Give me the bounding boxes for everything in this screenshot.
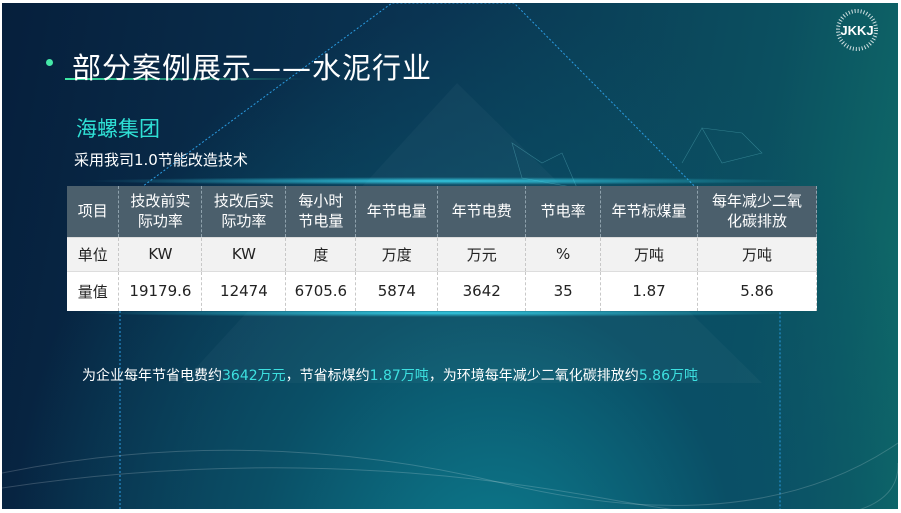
title-dot-icon [46, 59, 53, 66]
cell: 度 [285, 236, 357, 271]
cell: 5.86 [697, 270, 818, 311]
summary-highlight: 5.86万吨 [638, 368, 698, 384]
header-cell: 年节电费 [437, 186, 527, 237]
table-row-values: 量值 19179.6 12474 6705.6 5874 3642 35 1.87 5.86 [67, 270, 818, 311]
cell: KW [201, 236, 287, 271]
summary-highlight: 3642万元 [222, 368, 286, 384]
summary-part: ，为环境每年减少二氧化碳排放约 [428, 368, 639, 384]
header-cell: 年节电量 [355, 186, 439, 237]
summary-part: 为企业每年节省电费约 [82, 368, 222, 384]
jkkj-logo: JKKJ [836, 9, 878, 51]
subtitle: 采用我司1.0节能改造技术 [74, 151, 248, 169]
cell: 35 [525, 270, 602, 311]
cell: 单位 [67, 236, 120, 271]
cell: 万度 [355, 236, 439, 271]
cell: 万吨 [697, 236, 818, 271]
cell: 19179.6 [118, 270, 203, 311]
cell: 5874 [355, 270, 439, 311]
cell: 万元 [437, 236, 527, 271]
header-cell: 每小时节电量 [285, 186, 357, 237]
background-decoration [2, 3, 898, 509]
cell: 量值 [67, 270, 120, 311]
title-underline [65, 78, 305, 80]
table-glow-bottom [82, 309, 802, 317]
cell: 1.87 [600, 270, 698, 311]
cell: KW [118, 236, 203, 271]
header-cell: 技改前实际功率 [118, 186, 203, 237]
data-table: 项目 技改前实际功率 技改后实际功率 每小时节电量 年节电量 年节电费 节电率 … [67, 186, 818, 311]
summary-highlight: 1.87万吨 [369, 368, 429, 384]
cell: 12474 [201, 270, 287, 311]
company-name: 海螺集团 [76, 117, 160, 141]
page-title: 部分案例展示——水泥行业 [72, 51, 433, 85]
cell: 万吨 [600, 236, 698, 271]
summary-part: ，节省标煤约 [285, 368, 370, 384]
cell: % [525, 236, 602, 271]
svg-text:JKKJ: JKKJ [840, 23, 873, 38]
header-cell: 节电率 [525, 186, 602, 237]
header-cell: 年节标煤量 [600, 186, 698, 237]
table-glow-top [82, 177, 802, 185]
header-cell: 技改后实际功率 [201, 186, 287, 237]
header-cell: 每年减少二氧化碳排放 [697, 186, 818, 237]
slide: 部分案例展示——水泥行业 JKKJ 海螺集团 采用我司1.0节能改造技术 项目 … [2, 3, 898, 509]
header-cell: 项目 [67, 186, 120, 237]
summary-text: 为企业每年节省电费约3642万元，节省标煤约1.87万吨，为环境每年减少二氧化碳… [82, 365, 698, 385]
cell: 3642 [437, 270, 527, 311]
table-row-units: 单位 KW KW 度万度 万元% 万吨 万吨 [67, 236, 818, 271]
table-header-row: 项目 技改前实际功率 技改后实际功率 每小时节电量 年节电量 年节电费 节电率 … [67, 186, 818, 237]
cell: 6705.6 [285, 270, 357, 311]
